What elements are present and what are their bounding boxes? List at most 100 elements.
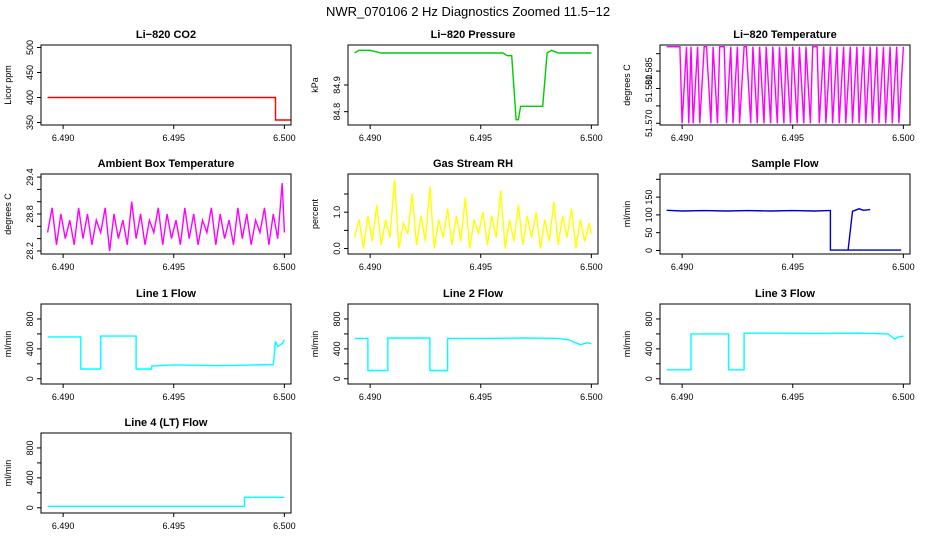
plot-frame	[347, 303, 599, 385]
y-axis-label: ml/min	[622, 331, 632, 358]
x-tick-label: 6.495	[781, 262, 804, 272]
y-tick-label: 84.8	[332, 103, 342, 121]
series-line	[666, 209, 902, 251]
page-title: NWR_070106 2 Hz Diagnostics Zoomed 11.5−…	[326, 4, 610, 19]
series-line-tail	[847, 208, 871, 251]
x-tick-label: 6.490	[52, 262, 75, 272]
x-tick-label: 6.495	[162, 521, 185, 531]
y-axis-label: ml/min	[3, 331, 13, 358]
y-tick-label: 51.580	[644, 75, 654, 103]
plot-frame	[40, 303, 292, 385]
series-line	[47, 496, 285, 507]
y-tick-label: 0	[332, 376, 342, 381]
x-tick-label: 6.490	[359, 262, 382, 272]
y-tick-label: 51.585	[644, 57, 654, 85]
y-tick-label: 400	[25, 341, 35, 356]
y-tick-label: 350	[25, 115, 35, 130]
y-tick-label: 450	[25, 65, 35, 80]
x-tick-label: 6.500	[273, 133, 296, 143]
y-tick-label: 400	[25, 470, 35, 485]
series-line	[46, 183, 286, 251]
y-axis-label: kPa	[310, 77, 320, 93]
chart-title: Sample Flow	[751, 158, 819, 170]
x-tick-label: 6.490	[671, 262, 694, 272]
y-tick-label: 400	[332, 341, 342, 356]
chart-panel-10: Line 4 (LT) Flow ml/min 0 400 800 6.490 6.495 6…	[3, 417, 296, 531]
series-line	[354, 337, 592, 372]
series-line	[354, 49, 592, 121]
chart-title: Line 4 (LT) Flow	[125, 417, 208, 429]
chart-title: Li−820 CO2	[136, 29, 196, 41]
y-tick-label: 28.2	[25, 242, 35, 260]
x-tick-label: 6.500	[892, 392, 915, 402]
x-tick-label: 6.500	[273, 521, 296, 531]
y-tick-label: 29.4	[25, 168, 35, 186]
y-tick-label: 500	[25, 40, 35, 55]
y-tick-label: 400	[25, 90, 35, 105]
x-tick-label: 6.490	[52, 133, 75, 143]
y-tick-label: 1.0	[332, 206, 342, 219]
chart-panel-5: Gas Stream RH percent 0.0 1.0 6.490 6.495 6.50…	[310, 158, 603, 272]
chart-panel-1: Li−820 CO2 Licor ppm 350 400 450 500 6.490 6.49…	[3, 29, 296, 143]
x-tick-label: 6.495	[469, 133, 492, 143]
plot-frame	[659, 173, 911, 255]
chart-panel-7: Line 1 Flow ml/min 0 400 800 6.490 6.495 6.500	[3, 288, 296, 402]
y-axis-label: ml/min	[3, 460, 13, 487]
x-tick-label: 6.500	[273, 392, 296, 402]
y-axis-label: ml/min	[622, 201, 632, 228]
x-tick-label: 6.495	[162, 392, 185, 402]
x-tick-label: 6.495	[162, 133, 185, 143]
chart-panel-9: Line 3 Flow ml/min 0 400 800 6.490 6.495 6.500	[622, 288, 915, 402]
chart-title: Gas Stream RH	[433, 158, 513, 170]
y-tick-label: 0.0	[332, 242, 342, 255]
chart-title: Line 2 Flow	[443, 288, 503, 300]
chart-panel-3: Li−820 Temperature degrees C 51.570 51.5805…	[622, 29, 915, 143]
series-line	[666, 332, 904, 371]
y-tick-label: 800	[25, 311, 35, 326]
series-line	[666, 46, 905, 124]
x-tick-label: 6.500	[273, 262, 296, 272]
x-tick-label: 6.500	[580, 262, 603, 272]
x-tick-label: 6.495	[781, 392, 804, 402]
y-tick-label: 800	[332, 311, 342, 326]
y-tick-label: 0	[25, 376, 35, 381]
series-line	[353, 179, 593, 249]
x-tick-label: 6.500	[580, 392, 603, 402]
chart-panel-4: Ambient Box Temperature degrees C 28.2 28.8…	[3, 158, 296, 272]
x-tick-label: 6.495	[469, 392, 492, 402]
y-tick-label: 28.8	[25, 205, 35, 223]
plot-frame	[659, 44, 911, 126]
plot-frame	[40, 432, 292, 514]
chart-panel-6: Sample Flow ml/min 0 50 100 150 6.490 6.495 6.50…	[622, 158, 915, 272]
y-tick-label: 0	[644, 376, 654, 381]
y-tick-label: 100	[644, 207, 654, 222]
plot-frame	[659, 303, 911, 385]
y-axis-label: percent	[310, 198, 320, 229]
x-tick-label: 6.490	[52, 392, 75, 402]
y-axis-label: degrees C	[622, 64, 632, 106]
y-tick-label: 800	[25, 440, 35, 455]
y-axis-label: degrees C	[3, 193, 13, 235]
x-tick-label: 6.490	[359, 133, 382, 143]
y-axis-label: Licor ppm	[3, 65, 13, 105]
plot-frame	[347, 44, 599, 126]
plot-frame	[40, 44, 292, 126]
y-tick-label: 0	[644, 248, 654, 253]
chart-panel-8: Line 2 Flow ml/min 0 400 800 6.490 6.495 6.500	[310, 288, 603, 402]
y-tick-label: 84.9	[332, 76, 342, 94]
x-tick-label: 6.490	[671, 133, 694, 143]
series-line	[47, 335, 286, 370]
chart-panel-2: Li−820 Pressure kPa 84.8 84.9 6.490 6.495 6.50…	[310, 29, 603, 143]
x-tick-label: 6.490	[671, 392, 694, 402]
chart-title: Ambient Box Temperature	[98, 158, 235, 170]
x-tick-label: 6.500	[892, 262, 915, 272]
y-tick-label: 0	[25, 505, 35, 510]
x-tick-label: 6.495	[469, 262, 492, 272]
x-tick-label: 6.500	[892, 133, 915, 143]
y-tick-label: 400	[644, 341, 654, 356]
series-line	[47, 96, 291, 121]
x-tick-label: 6.490	[359, 392, 382, 402]
y-tick-label: 50	[644, 228, 654, 238]
